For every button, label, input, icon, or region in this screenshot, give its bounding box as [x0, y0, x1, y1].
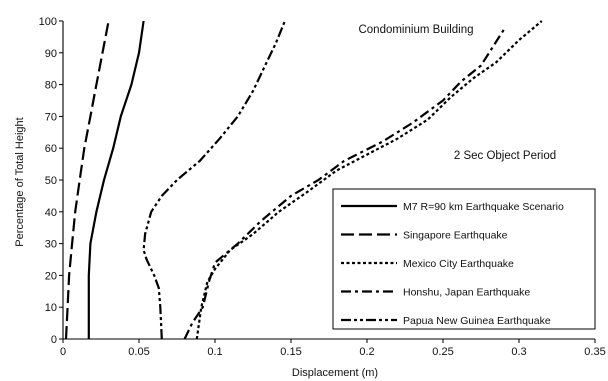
legend: M7 R=90 km Earthquake Scenario Singapore … — [332, 188, 596, 330]
series-layer — [64, 20, 543, 340]
annotation-period: 2 Sec Object Period — [454, 150, 556, 162]
series-line-4 — [183, 26, 507, 340]
axis-ticks: 0 0.05 0.1 0.15 0.2 0.25 0.3 0.35 0 10 20 30 40 50 60 7… — [39, 16, 606, 358]
y-tick-label: 90 — [45, 48, 57, 60]
x-tick-label: 0.25 — [432, 346, 453, 358]
legend-label-1: M7 R=90 km Earthquake Scenario — [403, 201, 564, 213]
x-tick-label: 0.2 — [359, 346, 374, 358]
legend-label-2: Singapore Earthquake — [403, 230, 508, 242]
x-tick-label: 0 — [60, 346, 66, 358]
y-tick-label: 70 — [45, 111, 57, 123]
annotation-building: Condominium Building — [358, 24, 473, 36]
series-line-5 — [142, 20, 286, 340]
series-line-2 — [64, 20, 110, 340]
legend-label-3: Mexico City Earthquake — [403, 258, 514, 270]
x-tick-label: 0.3 — [511, 346, 526, 358]
y-tick-label: 0 — [51, 334, 57, 346]
x-axis-title: Displacement (m) — [292, 367, 378, 379]
legend-box — [332, 188, 596, 330]
legend-label-5: Papua New Guinea Earthquake — [403, 315, 551, 327]
y-tick-label: 80 — [45, 80, 57, 92]
x-tick-label: 0.05 — [128, 346, 149, 358]
y-axis-title: Percentage of Total Height — [14, 117, 26, 246]
legend-label-4: Honshu, Japan Earthquake — [403, 287, 530, 299]
y-tick-label: 60 — [45, 143, 57, 155]
x-tick-label: 0.15 — [280, 346, 301, 358]
y-tick-label: 10 — [45, 302, 57, 314]
y-tick-label: 50 — [45, 175, 57, 187]
x-tick-label: 0.1 — [207, 346, 222, 358]
y-tick-label: 100 — [39, 16, 57, 28]
y-tick-label: 20 — [45, 270, 57, 282]
y-tick-label: 40 — [45, 207, 57, 219]
series-line-1 — [87, 20, 145, 339]
x-tick-label: 0.35 — [584, 346, 605, 358]
y-tick-label: 30 — [45, 239, 57, 251]
